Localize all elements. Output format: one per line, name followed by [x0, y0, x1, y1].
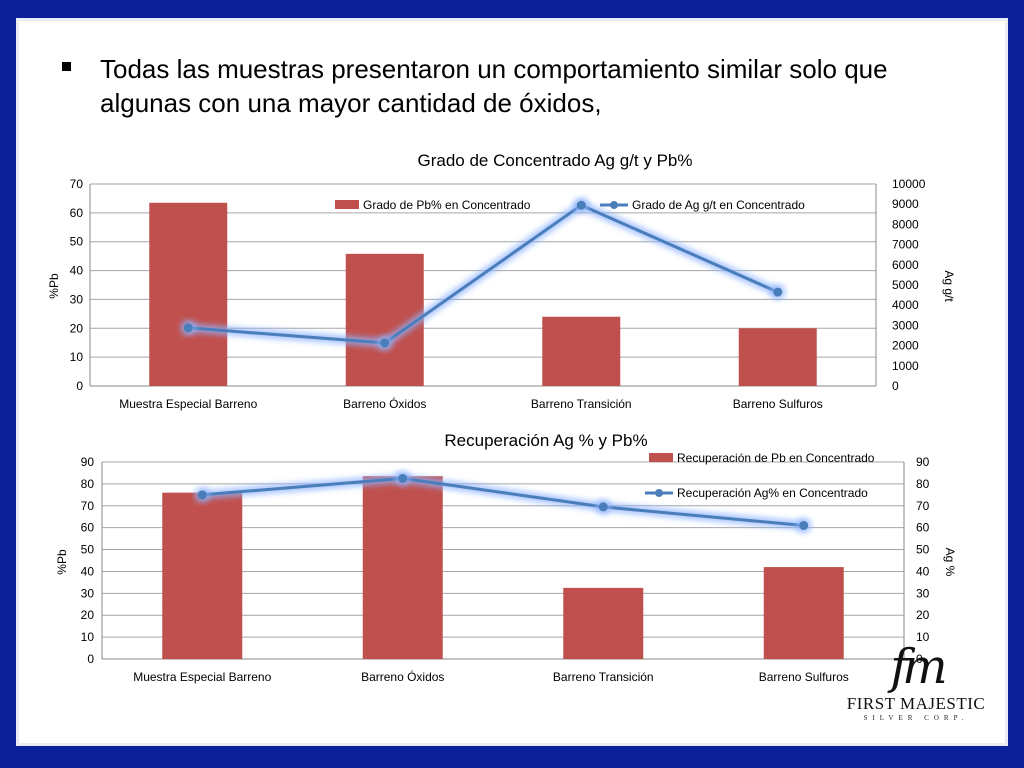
- legend-bar-swatch: [335, 200, 359, 209]
- bar-1: [149, 202, 228, 386]
- left-axis-tick-label: 50: [70, 235, 84, 249]
- left-axis-tick-label: 0: [76, 379, 83, 393]
- category-label: Barreno Transición: [553, 670, 654, 684]
- left-axis-tick-label: 50: [81, 543, 95, 557]
- right-axis-tick-label: 0: [892, 379, 899, 393]
- chart-title: Recuperación Ag % y Pb%: [444, 431, 647, 450]
- legend-bar-label: Recuperación de Pb en Concentrado: [677, 451, 875, 465]
- left-axis-tick-label: 40: [70, 264, 84, 278]
- category-label: Barreno Sulfuros: [733, 397, 823, 411]
- left-axis-tick-label: 30: [81, 586, 95, 600]
- series-line: [188, 203, 779, 345]
- right-axis-tick-label: 6000: [892, 258, 919, 272]
- right-axis-tick-label: 3000: [892, 318, 919, 332]
- chart-title: Grado de Concentrado Ag g/t y Pb%: [417, 151, 692, 170]
- left-axis-tick-label: 30: [70, 292, 84, 306]
- chart-recuperacion: Recuperación Ag % y Pb% 0 10 20 30 40 50 60 70 80…: [55, 431, 957, 684]
- legend-line-marker: [610, 201, 618, 209]
- right-axis-tick-label: 1000: [892, 359, 919, 373]
- bar-1: [162, 492, 243, 659]
- bar-2: [362, 476, 443, 659]
- line-point-2: [380, 338, 390, 348]
- category-label: Barreno Sulfuros: [759, 670, 849, 684]
- line-point-3: [576, 200, 586, 210]
- right-axis-tick-label: 8000: [892, 217, 919, 231]
- bullet-square-icon: [62, 62, 71, 71]
- bar-4: [738, 328, 817, 386]
- legend-bar-swatch: [649, 453, 673, 462]
- right-axis-tick-label: 90: [916, 455, 930, 469]
- category-label: Muestra Especial Barreno: [133, 670, 271, 684]
- bar-4: [763, 567, 844, 659]
- right-axis-tick-label: 30: [916, 586, 930, 600]
- category-label: Barreno Óxidos: [343, 396, 426, 411]
- category-label: Muestra Especial Barreno: [119, 397, 257, 411]
- left-axis-tick-label: 70: [81, 499, 95, 513]
- logo-company-subtitle: SILVER CORP.: [863, 714, 969, 722]
- left-axis-tick-label: 40: [81, 564, 95, 578]
- right-axis-tick-label: 40: [916, 564, 930, 578]
- line-point-1: [183, 323, 193, 333]
- right-axis-tick-label: 9000: [892, 197, 919, 211]
- series-line: [202, 476, 804, 527]
- left-axis-tick-label: 20: [70, 321, 84, 335]
- left-axis-tick-label: 10: [70, 350, 84, 364]
- right-axis-tick-label: 2000: [892, 339, 919, 353]
- bullet-text: Todas las muestras presentaron un compor…: [100, 54, 888, 118]
- left-axis-tick-label: 90: [81, 455, 95, 469]
- chart-grado-concentrado: Grado de Concentrado Ag g/t y Pb% 0 10 20 30…: [47, 151, 956, 411]
- line-point-4: [773, 287, 783, 297]
- line-point-3: [598, 502, 608, 512]
- left-axis-tick-label: 60: [81, 521, 95, 535]
- right-axis-tick-label: 4000: [892, 298, 919, 312]
- legend-bar-label: Grado de Pb% en Concentrado: [363, 198, 531, 212]
- left-axis-tick-label: 80: [81, 477, 95, 491]
- slide-content-area: [16, 18, 1008, 746]
- first-majestic-logo: fm FIRST MAJESTIC SILVER CORP.: [846, 640, 986, 730]
- left-axis-label: %Pb: [55, 549, 69, 575]
- right-axis-label: Ag %: [943, 548, 957, 577]
- left-axis-label: %Pb: [47, 273, 61, 299]
- left-axis-tick-label: 10: [81, 630, 95, 644]
- right-axis-tick-label: 10: [916, 630, 930, 644]
- left-axis-tick-label: 0: [87, 652, 94, 666]
- line-point-2: [398, 473, 408, 483]
- right-axis-tick-label: 7000: [892, 238, 919, 252]
- bar-3: [563, 587, 644, 659]
- logo-company-name: FIRST MAJESTIC: [846, 694, 986, 713]
- legend-line-label: Grado de Ag g/t en Concentrado: [632, 198, 805, 212]
- right-axis-tick-label: 60: [916, 521, 930, 535]
- right-axis-tick-label: 50: [916, 543, 930, 557]
- logo-monogram: fm: [890, 639, 947, 695]
- left-axis-tick-label: 70: [70, 177, 84, 191]
- right-axis-tick-label: 70: [916, 499, 930, 513]
- line-point-4: [799, 520, 809, 530]
- left-axis-tick-label: 20: [81, 608, 95, 622]
- right-axis-tick-label: 20: [916, 608, 930, 622]
- right-axis-tick-label: 10000: [892, 177, 926, 191]
- right-axis-label: Ag g/t: [942, 270, 956, 302]
- legend-line-marker: [655, 489, 663, 497]
- legend-line-label: Recuperación Ag% en Concentrado: [677, 486, 868, 500]
- left-axis-tick-label: 60: [70, 206, 84, 220]
- category-label: Barreno Óxidos: [361, 669, 444, 684]
- line-point-1: [197, 490, 207, 500]
- right-axis-tick-label: 0: [916, 652, 923, 666]
- category-label: Barreno Transición: [531, 397, 632, 411]
- bar-3: [542, 316, 621, 386]
- right-axis-tick-label: 80: [916, 477, 930, 491]
- right-axis-tick-label: 5000: [892, 278, 919, 292]
